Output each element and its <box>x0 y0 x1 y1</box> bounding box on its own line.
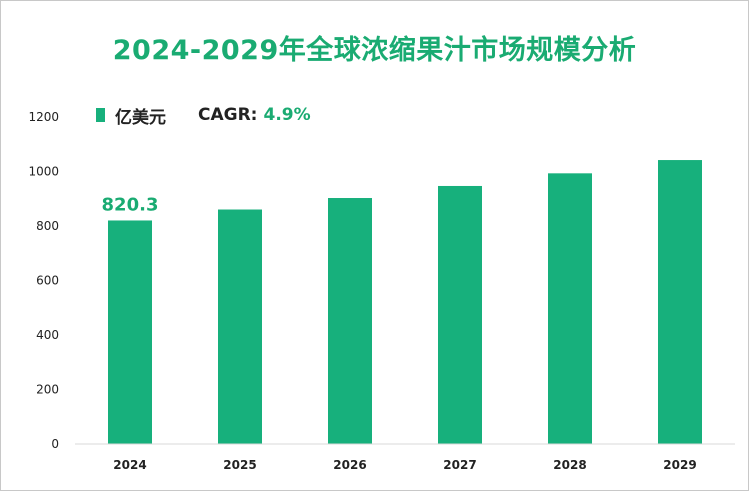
legend-series-label: 亿美元 <box>115 107 166 128</box>
y-tick-label: 1000 <box>28 165 59 179</box>
bar <box>218 209 262 444</box>
cagr-value: 4.9% <box>263 105 311 125</box>
chart-title: 2024-2029年全球浓缩果汁市场规模分析 <box>112 35 637 66</box>
bar <box>108 220 152 444</box>
bar <box>328 198 372 444</box>
legend: 亿美元 CAGR: 4.9% <box>96 104 311 128</box>
x-tick-label: 2029 <box>663 458 696 472</box>
x-tick-label: 2025 <box>223 458 256 472</box>
y-tick-label: 0 <box>51 437 59 451</box>
x-tick-label: 2028 <box>553 458 586 472</box>
legend-swatch <box>96 108 105 122</box>
y-tick-label: 400 <box>36 328 59 342</box>
y-tick-label: 200 <box>36 383 59 397</box>
y-tick-label: 600 <box>36 274 59 288</box>
bar <box>658 160 702 444</box>
bar <box>438 185 482 444</box>
y-tick-label: 800 <box>36 219 59 233</box>
x-tick-label: 2026 <box>333 458 366 472</box>
y-tick-label: 1200 <box>28 110 59 124</box>
x-tick-label: 2024 <box>113 458 146 472</box>
data-label: 820.3 <box>102 194 159 215</box>
x-tick-label: 2027 <box>443 458 476 472</box>
cagr-label: CAGR: <box>198 105 258 125</box>
bar <box>548 173 592 444</box>
